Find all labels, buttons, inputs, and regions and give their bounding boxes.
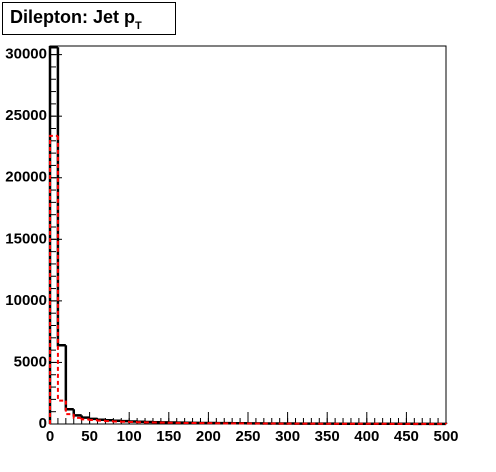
y-tick-label: 15000 (5, 230, 47, 247)
histogram-bin (96, 418, 106, 421)
y-tick-label: 30000 (5, 46, 47, 63)
histogram-bin (80, 415, 90, 419)
y-tick-label: 0 (39, 415, 47, 432)
histogram-bin (80, 417, 90, 421)
title-main: Dilepton: Jet p (10, 7, 135, 27)
y-tick-label: 10000 (5, 292, 47, 309)
x-tick-label: 350 (315, 428, 340, 445)
x-tick-label: 450 (394, 428, 419, 445)
histogram-bin (88, 417, 98, 421)
histogram-bin (72, 414, 82, 419)
x-tick-label: 300 (275, 428, 300, 445)
x-tick-label: 400 (354, 428, 379, 445)
x-tick-label: 100 (117, 428, 142, 445)
x-tick-label: 250 (235, 428, 260, 445)
histogram-bin (49, 134, 58, 424)
chart-title: Dilepton: Jet pT (10, 7, 142, 32)
x-tick-label: 50 (81, 428, 98, 445)
x-tick-label: 500 (433, 428, 458, 445)
x-tick-label: 150 (156, 428, 181, 445)
x-tick-label: 0 (46, 428, 54, 445)
title-subscript: T (135, 20, 142, 32)
y-tick-label: 20000 (5, 169, 47, 186)
histogram-bin (96, 419, 106, 422)
histogram-bin (48, 45, 58, 424)
y-tick-label: 25000 (5, 107, 47, 124)
histogram-bin (88, 419, 98, 422)
y-tick-label: 5000 (14, 353, 47, 370)
x-tick-label: 200 (196, 428, 221, 445)
title-box (2, 2, 176, 35)
